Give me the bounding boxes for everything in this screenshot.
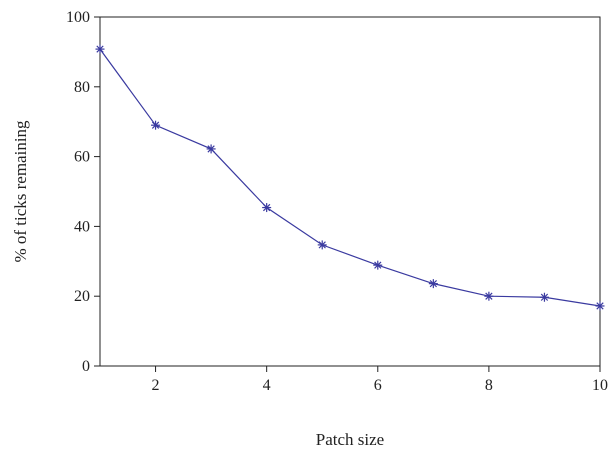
data-point-marker — [151, 120, 161, 130]
data-point-marker — [95, 44, 105, 54]
x-tick-label: 2 — [152, 377, 160, 394]
x-tick-label: 8 — [485, 377, 493, 394]
y-axis-label: % of ticks remaining — [11, 120, 30, 263]
series-line — [99, 48, 601, 307]
y-tick-label: 80 — [74, 79, 90, 96]
plot-frame — [99, 16, 601, 367]
y-tick-label: 40 — [74, 218, 90, 235]
data-point-marker — [206, 144, 216, 154]
y-tick-label: 20 — [74, 288, 90, 305]
x-tick-label: 6 — [374, 377, 382, 394]
x-tick-label: 4 — [263, 377, 271, 394]
data-point-marker — [595, 301, 605, 311]
data-point-marker — [539, 292, 549, 302]
x-tick-label: 10 — [592, 377, 608, 394]
ticks-layer: 0 20 40 60 80 100 2 4 6 8 10 — [66, 9, 608, 394]
y-tick-label: 100 — [66, 9, 90, 26]
y-tick-label: 60 — [74, 149, 90, 166]
series-layer — [95, 44, 605, 311]
data-point-marker — [262, 203, 272, 213]
data-point-marker — [428, 279, 438, 289]
y-tick-label: 0 — [82, 358, 90, 375]
data-point-marker — [373, 260, 383, 270]
data-point-marker — [484, 291, 494, 301]
data-point-marker — [317, 240, 327, 250]
x-axis-label: Patch size — [316, 430, 384, 449]
